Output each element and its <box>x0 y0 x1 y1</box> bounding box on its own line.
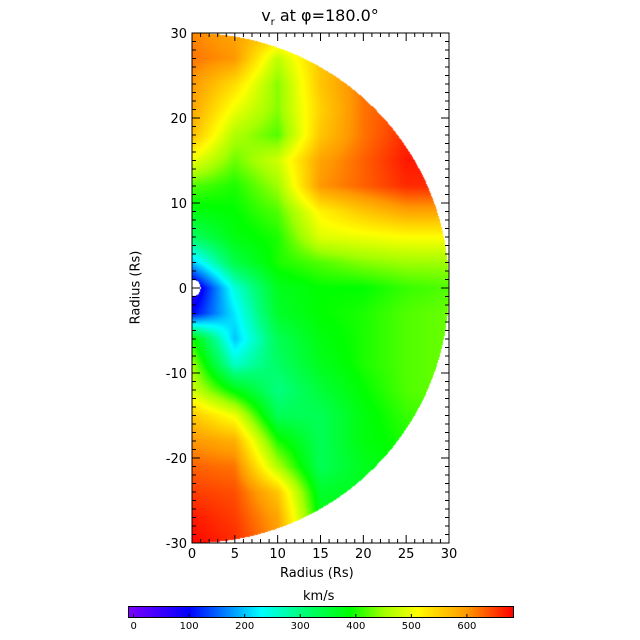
y-tick-label: 0 <box>179 282 187 297</box>
y-tick-label: -10 <box>166 367 187 382</box>
x-tick-label: 20 <box>355 547 372 562</box>
y-tick-label: -20 <box>166 452 187 467</box>
colorbar-tick-label: 100 <box>180 621 199 632</box>
x-tick-label: 15 <box>312 547 329 562</box>
colorbar-tick-label: 200 <box>235 621 254 632</box>
x-tick-label: 0 <box>188 547 196 562</box>
x-tick-label: 25 <box>398 547 415 562</box>
y-axis-label: Radius (Rs) <box>128 250 144 325</box>
velocity-heatmap <box>192 33 449 543</box>
chart-title: vr at φ=180.0° <box>0 6 640 28</box>
colorbar-tick-label: 300 <box>291 621 310 632</box>
title-subscript: r <box>270 17 275 29</box>
colorbar-tick-label: 0 <box>131 621 137 632</box>
x-tick-label: 5 <box>231 547 239 562</box>
colorbar-label: km/s <box>303 589 335 604</box>
y-tick-label: 30 <box>170 27 187 42</box>
x-tick-label: 10 <box>269 547 286 562</box>
plot-frame <box>191 32 450 544</box>
colorbar-frame <box>128 606 514 618</box>
x-tick-label: 30 <box>441 547 458 562</box>
title-rest: at φ=180.0° <box>274 6 379 25</box>
colorbar-tick-label: 400 <box>346 621 365 632</box>
y-tick-label: 20 <box>170 112 187 127</box>
y-tick-label: 10 <box>170 197 187 212</box>
colorbar-tick-label: 500 <box>402 621 421 632</box>
colorbar <box>128 606 513 617</box>
colorbar-tick-label: 600 <box>457 621 476 632</box>
title-main: v <box>261 6 271 25</box>
y-tick-label: -30 <box>166 537 187 552</box>
x-axis-label: Radius (Rs) <box>280 566 354 581</box>
